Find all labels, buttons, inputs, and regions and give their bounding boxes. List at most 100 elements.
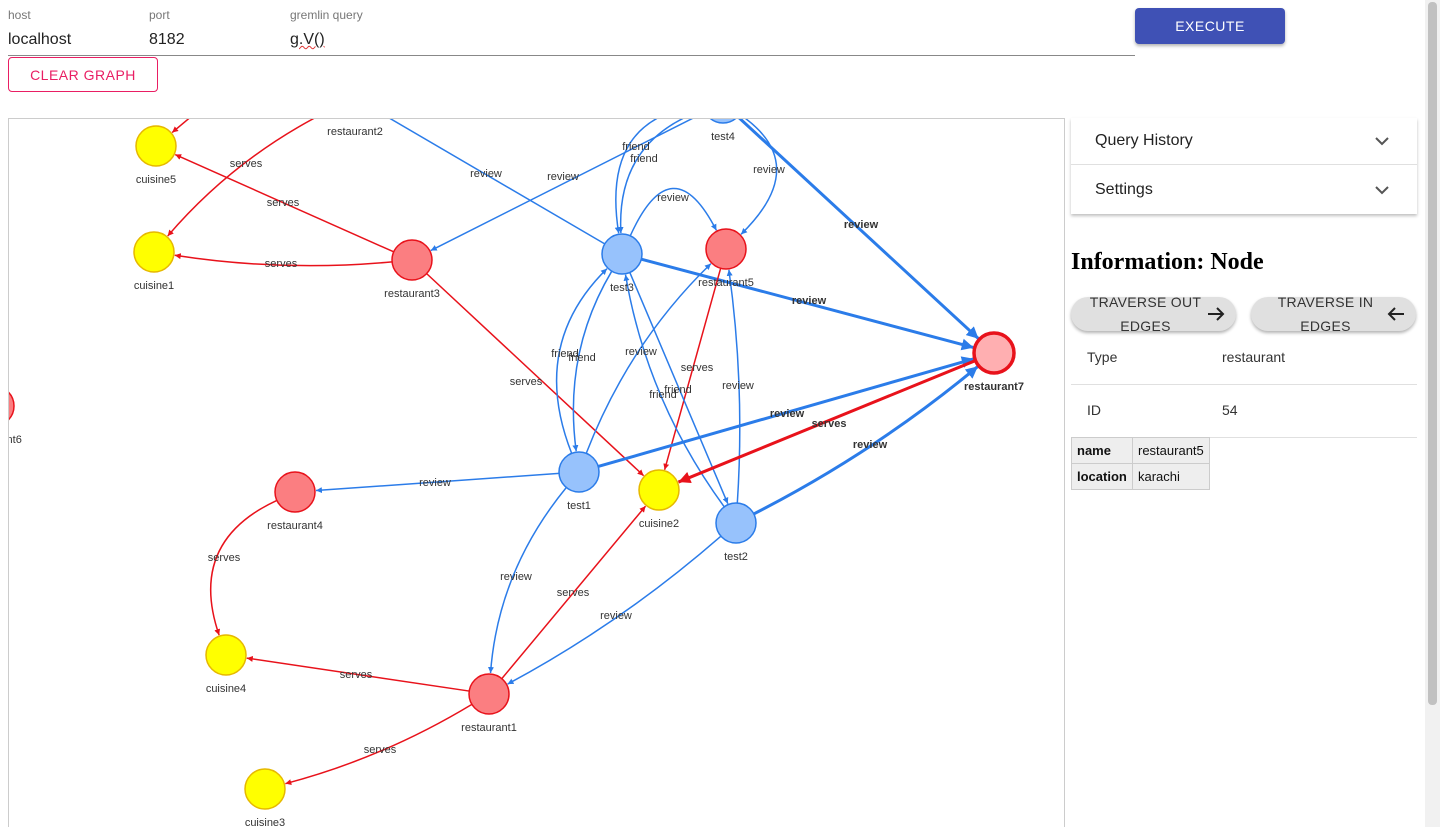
input-underline	[8, 55, 1135, 56]
edge-label: review	[419, 477, 451, 489]
node-label: test2	[724, 551, 748, 563]
node-label: restaurant6	[0, 434, 22, 446]
edge	[629, 272, 729, 504]
edge	[726, 269, 741, 504]
accordion-title: Settings	[1095, 180, 1153, 198]
query-label: gremlin query	[290, 8, 363, 22]
edge-label: friend	[551, 348, 579, 360]
button-text: TRAVERSE OUT EDGES	[1089, 294, 1202, 334]
node	[244, 768, 286, 810]
edge	[585, 263, 712, 454]
edge	[555, 268, 608, 454]
node-label: restaurant7	[964, 381, 1024, 393]
node	[391, 239, 433, 281]
arrow-right-icon	[1208, 307, 1225, 321]
edge	[597, 356, 975, 468]
edge-label: friend	[568, 352, 596, 364]
edge-label: serves	[557, 587, 590, 599]
edge	[663, 268, 722, 470]
node	[638, 469, 680, 511]
edge-label: review	[625, 346, 657, 358]
node	[335, 78, 375, 118]
edge-label: friend	[622, 141, 650, 153]
node	[205, 634, 247, 676]
node-label: test3	[610, 282, 634, 294]
edge	[174, 153, 395, 253]
property-row: location karachi	[1071, 463, 1210, 490]
node-label: cuisine2	[639, 518, 679, 530]
clear-graph-button[interactable]: CLEAR GRAPH	[8, 57, 158, 92]
edge	[753, 365, 979, 516]
edge	[487, 487, 567, 674]
edge-label: review	[547, 171, 579, 183]
edge	[315, 472, 560, 494]
traverse-in-button[interactable]: TRAVERSE IN EDGES	[1251, 294, 1416, 334]
edge-label: review	[844, 219, 879, 231]
button-text: TRAVERSE IN EDGES	[1277, 294, 1374, 334]
property-value: karachi	[1132, 463, 1210, 490]
edge-label: review	[470, 168, 502, 180]
edge-label: friend	[649, 389, 677, 401]
properties-table: name restaurant5 location karachi	[1071, 437, 1210, 490]
settings-accordion[interactable]: Settings	[1071, 166, 1417, 213]
edge-label: serves	[340, 669, 373, 681]
edge	[617, 119, 684, 234]
node	[715, 502, 757, 544]
property-key: location	[1071, 463, 1133, 490]
edge	[507, 535, 722, 685]
edge	[285, 703, 473, 786]
edge-label: serves	[681, 362, 714, 374]
edge-label: review	[600, 610, 632, 622]
node	[274, 471, 316, 513]
edge	[209, 499, 278, 636]
edge-label: review	[722, 380, 754, 392]
port-input[interactable]: 8182	[149, 31, 185, 48]
edge	[614, 119, 658, 234]
edge-label: serves	[267, 197, 300, 209]
host-input[interactable]: localhost	[8, 31, 72, 48]
edge-label: friend	[630, 153, 658, 165]
property-row: name restaurant5	[1071, 437, 1210, 464]
detail-value: restaurant	[1222, 349, 1286, 365]
detail-row: Type restaurant	[1071, 331, 1417, 385]
edge-label: review	[753, 164, 785, 176]
edge-label: serves	[812, 418, 847, 430]
node	[709, 119, 737, 124]
node	[9, 391, 15, 421]
edge-label: serves	[364, 744, 397, 756]
arrow-left-icon	[1387, 307, 1404, 321]
property-key: name	[1071, 437, 1133, 464]
node	[972, 331, 1016, 375]
node-label: restaurant1	[461, 722, 517, 734]
detail-row: ID 54	[1071, 384, 1417, 438]
graph-border	[8, 118, 1065, 827]
execute-button[interactable]: EXECUTE	[1135, 8, 1285, 44]
query-history-accordion[interactable]: Query History	[1071, 118, 1417, 165]
detail-key: Type	[1087, 349, 1118, 365]
scrollbar-thumb[interactable]	[1428, 2, 1437, 705]
node-label: cuisine5	[136, 174, 176, 186]
chevron-icon	[1375, 185, 1389, 194]
edge-label: serves	[510, 376, 543, 388]
edge-label: serves	[230, 158, 263, 170]
graph-canvas: servesservesservesreviewreviewfriendfrie…	[0, 78, 1024, 827]
edge-label: review	[500, 571, 532, 583]
node	[468, 673, 510, 715]
accordion-title: Query History	[1095, 132, 1193, 149]
detail-key: ID	[1087, 402, 1101, 418]
edge	[572, 270, 613, 452]
edge	[501, 505, 647, 680]
graph-view[interactable]: servesservesservesreviewreviewfriendfrie…	[0, 0, 1066, 827]
node-label: restaurant3	[384, 288, 440, 300]
traverse-out-button[interactable]: TRAVERSE OUT EDGES	[1071, 294, 1236, 334]
query-input[interactable]: g.V()	[290, 31, 325, 48]
edge-label: serves	[265, 258, 298, 270]
edge-label: friend	[664, 384, 692, 396]
edge	[623, 274, 725, 508]
edge-label: review	[770, 408, 805, 420]
edge	[430, 119, 693, 252]
node	[705, 228, 747, 270]
edge	[167, 119, 315, 237]
edge	[738, 119, 980, 340]
